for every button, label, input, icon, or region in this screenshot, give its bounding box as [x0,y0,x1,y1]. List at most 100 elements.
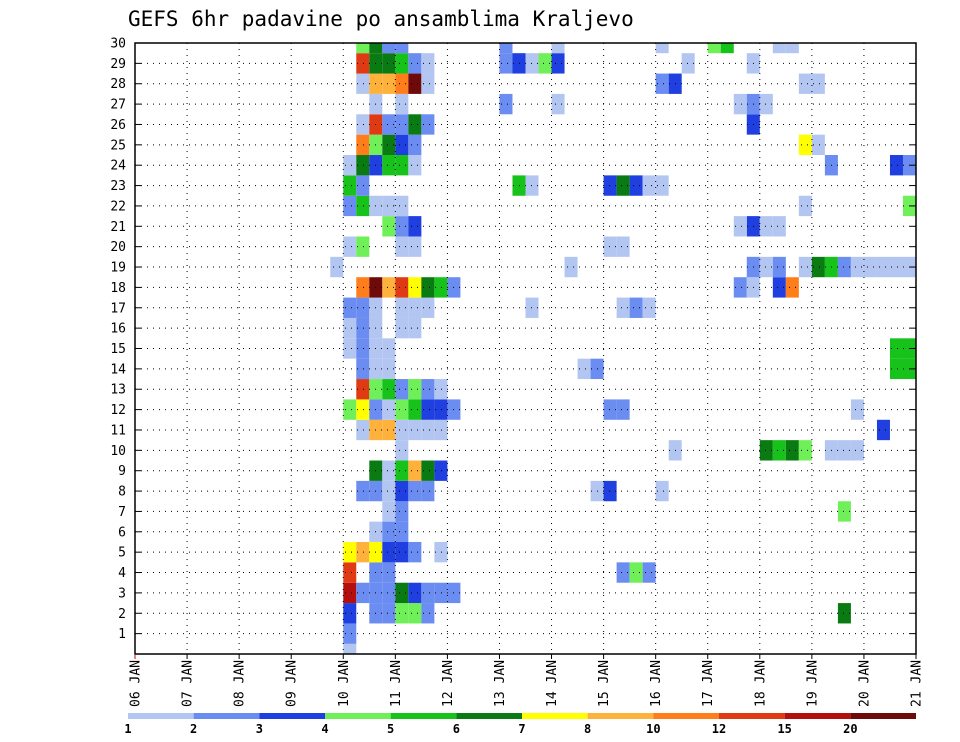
colorbar-label: 5 [387,722,394,736]
heatmap-cell [421,73,435,94]
x-tick-label: 15 JAN [597,660,612,707]
heatmap-cell [343,297,357,318]
heatmap-cell [408,317,422,339]
heatmap-cell [343,623,357,644]
x-axis: 06 JAN 07 JAN 08 JAN 09 JAN 10 JAN 11 JAN 12 J… [129,654,925,707]
heatmap-cell [408,216,422,237]
colorbar-swatch [587,713,654,719]
heatmap-cell [382,43,396,54]
x-tick-label: 12 JAN [441,660,456,707]
heatmap-cell [642,562,656,583]
x-tick-label: 16 JAN [649,660,664,707]
heatmap-cell [356,338,370,359]
y-tick-label: 16 [110,322,126,337]
heatmap-cell [382,155,396,176]
heatmap-cell [629,297,643,318]
heatmap-cell [408,419,422,441]
colorbar-swatch [784,713,851,719]
heatmap-cell [408,541,422,563]
colorbar-label: 7 [518,722,525,736]
heatmap-cell [733,216,747,237]
heatmap-cell [408,277,422,298]
heatmap-cell [356,541,370,563]
heatmap-cell [395,501,409,522]
heatmap-cell [382,277,396,298]
heatmap-cell [408,155,422,176]
heatmap-cell [382,114,396,135]
heatmap-cell [408,379,422,400]
heatmap-cell [785,43,799,54]
heatmap-cell [551,53,565,74]
colorbar-label: 20 [843,722,857,736]
heatmap-cell [551,43,565,54]
heatmap-cell [525,175,539,196]
heatmap-cell [395,419,409,441]
colorbar-swatch [719,713,785,719]
y-tick-label: 28 [110,77,126,92]
heatmap-cell [382,419,396,441]
x-tick-label: 13 JAN [493,660,508,707]
heatmap-cell [408,460,422,481]
heatmap-cell [759,440,773,461]
y-tick-label: 17 [110,301,126,316]
heatmap-cell [876,419,890,441]
heatmap-cell [889,155,903,176]
heatmap-cell [785,277,799,298]
heatmap-cell [733,277,747,298]
heatmap-cell [343,155,357,176]
heatmap-cell [499,43,513,54]
heatmap-cell [356,582,370,604]
heatmap-cell [655,175,669,196]
heatmap-cell [655,73,669,94]
heatmap-cell [434,582,448,604]
colorbar-label: 8 [584,722,591,736]
colorbar-label: 1 [124,722,131,736]
heatmap-cell [382,541,396,563]
heatmap-cell [395,480,409,502]
heatmap-cell [382,216,396,237]
heatmap-cell [629,175,643,196]
heatmap-cell [421,379,435,400]
heatmap-cell [343,399,357,420]
heatmap-cell [356,297,370,318]
heatmap-cell [382,501,396,522]
heatmap-cell [577,358,591,380]
heatmap-cell [850,399,864,420]
colorbar-label: 15 [777,722,791,736]
heatmap-cell [395,277,409,298]
heatmap-cell [889,338,903,359]
y-tick-label: 22 [110,199,126,214]
heatmap-cell [395,317,409,339]
heatmap-cell [343,317,357,339]
heatmap-cell [395,460,409,481]
heatmap-cell [499,53,513,74]
heatmap-cell [421,53,435,74]
heatmap-cell [356,155,370,176]
heatmap-cell [850,256,864,278]
heatmap-cell [395,114,409,135]
colorbar-swatch [193,713,260,719]
colorbar-swatch [653,713,719,719]
heatmap-cell [382,358,396,380]
heatmap-cell [811,256,825,278]
heatmap-cell [512,53,526,74]
heatmap-cell [616,297,630,318]
heatmap-cell [642,175,656,196]
heatmap-cell [343,195,357,217]
heatmap-cell [720,43,734,54]
colorbar-label: 3 [256,722,263,736]
heatmap-cell [564,256,578,278]
x-tick-label: 21 JAN [910,660,925,707]
chart-title: GEFS 6hr padavine po ansamblima Kraljevo [128,7,634,31]
y-tick-label: 15 [110,342,126,357]
heatmap-cell [811,134,825,156]
y-tick-label: 10 [110,444,126,459]
heatmap-cell [356,175,370,196]
heatmap-cell [382,379,396,400]
heatmap-cell [616,175,630,196]
heatmap-cell [759,256,773,278]
heatmap-cell [642,297,656,318]
heatmap-cell [512,175,526,196]
heatmap-cell [408,399,422,420]
